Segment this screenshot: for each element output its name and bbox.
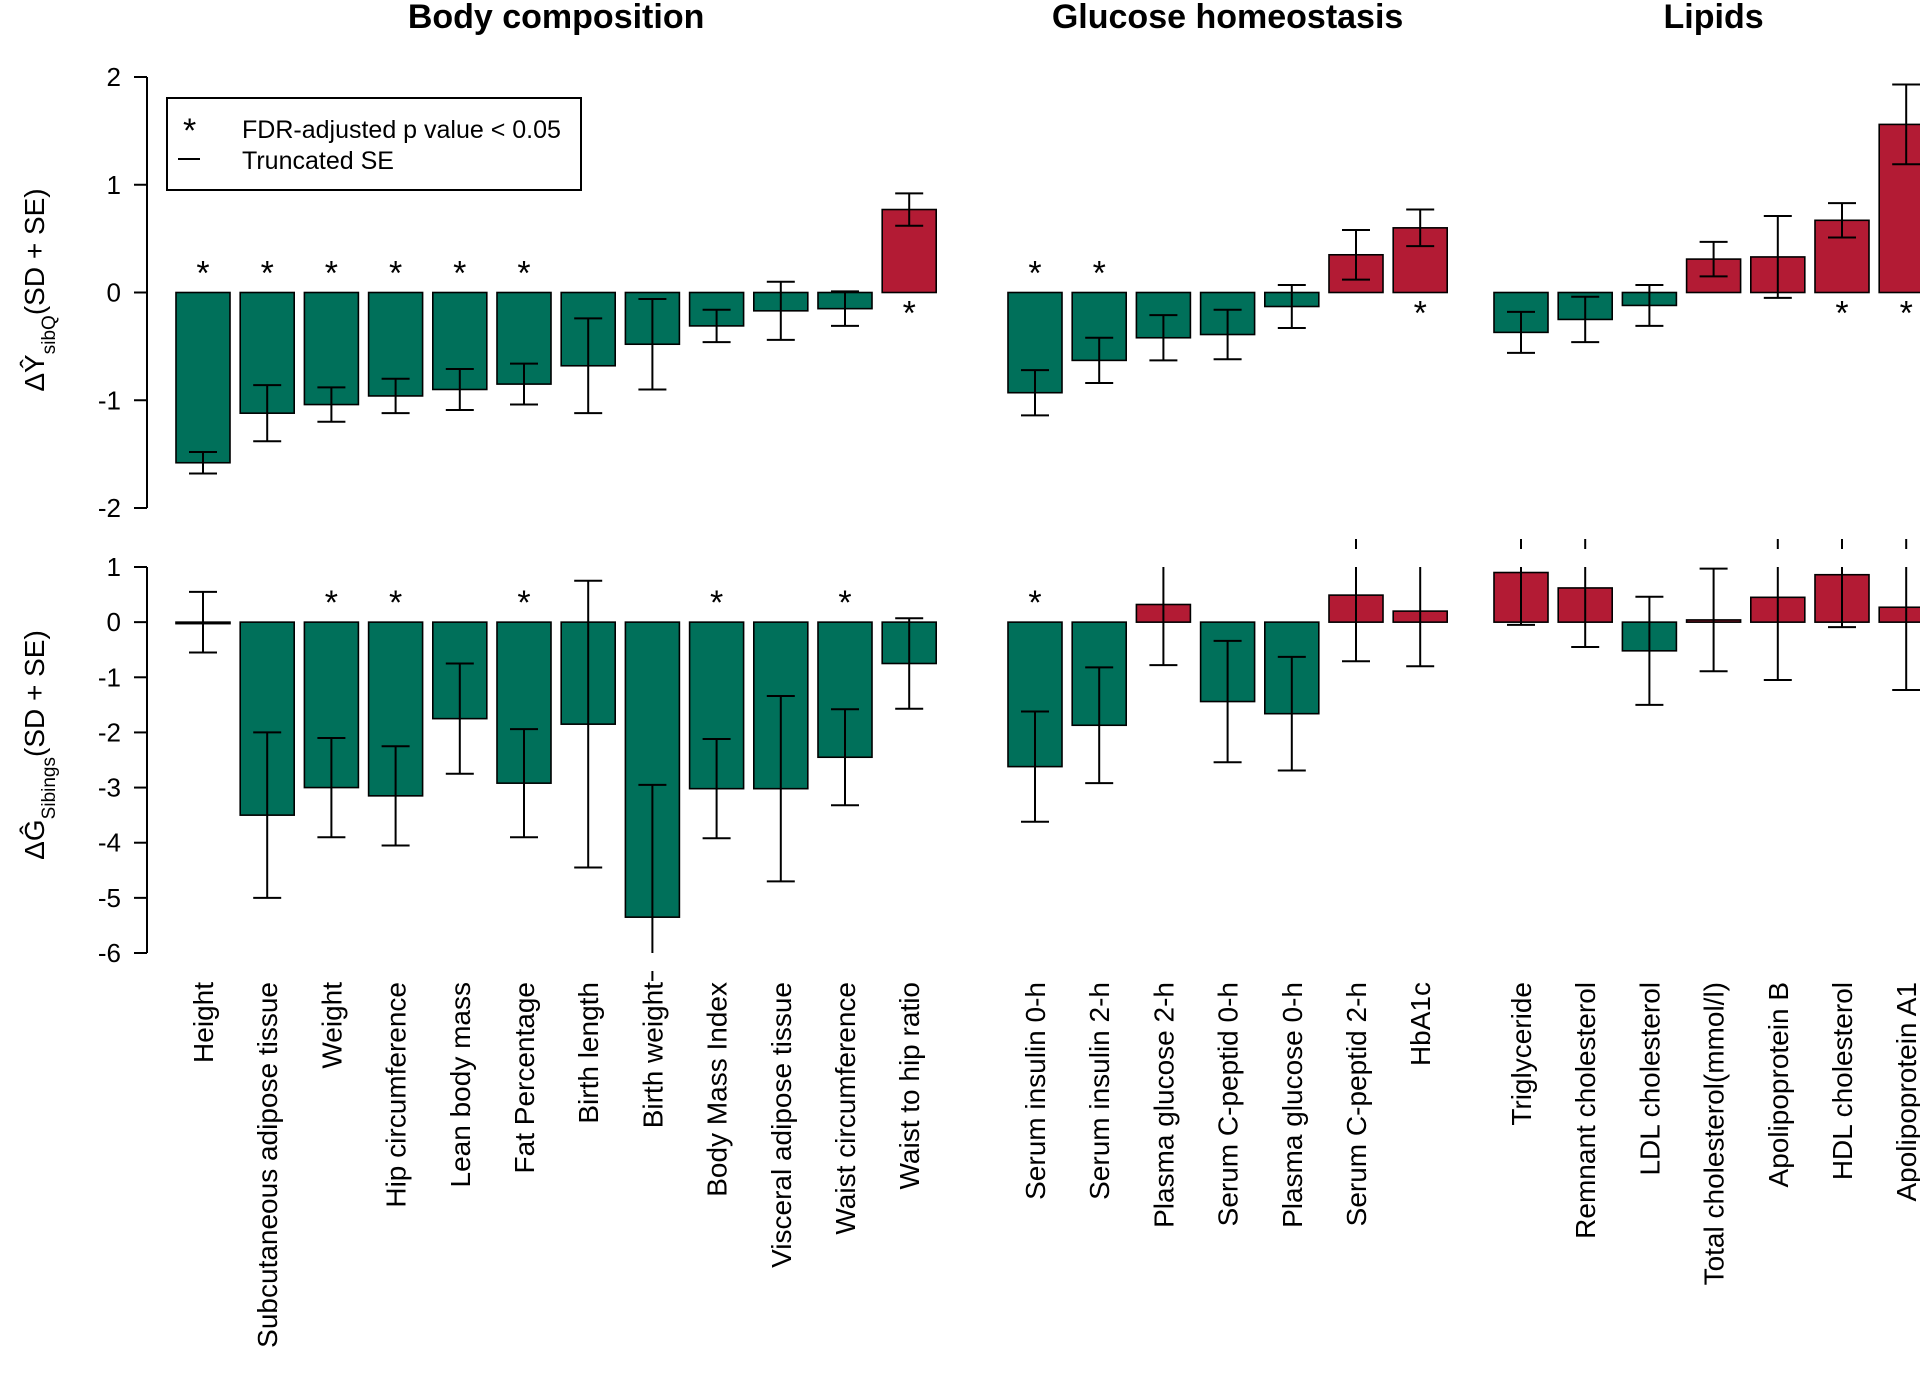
top-significance-star-2: * xyxy=(325,255,338,293)
category-label-9: Visceral adipose tissue xyxy=(766,982,797,1268)
category-label-8: Body Mass Index xyxy=(702,982,733,1197)
category-label-16: Plasma glucose 0-h xyxy=(1277,982,1308,1228)
category-label-11: Waist to hip ratio xyxy=(894,982,925,1189)
bottom-y-tick-label: -2 xyxy=(98,717,121,747)
top-y-tick-label: 1 xyxy=(107,170,121,200)
bottom-y-axis-label: ΔĜSibings(SD + SE) xyxy=(19,630,60,860)
bottom-significance-star-12: * xyxy=(1028,584,1041,622)
top-significance-star-0: * xyxy=(196,255,209,293)
category-label-19: Triglyceride xyxy=(1506,982,1537,1126)
bottom-y-tick-label: -1 xyxy=(98,662,121,692)
category-label-18: HbA1c xyxy=(1405,982,1436,1066)
bottom-y-tick-label: -5 xyxy=(98,883,121,913)
category-label-10: Waist circumference xyxy=(830,982,861,1235)
top-significance-star-13: * xyxy=(1093,255,1106,293)
legend-dash-label: Truncated SE xyxy=(242,147,394,175)
category-label-12: Serum insulin 0-h xyxy=(1020,982,1051,1200)
top-significance-star-25: * xyxy=(1900,295,1913,333)
bottom-y-tick-label: -4 xyxy=(98,828,121,858)
top-significance-star-18: * xyxy=(1414,295,1427,333)
category-labels: Height Subcutaneous adipose tissue Weight H… xyxy=(188,982,1920,1348)
category-label-2: Weight xyxy=(316,982,347,1069)
category-label-25: Apolipoprotein A1 xyxy=(1891,982,1920,1202)
legend-box xyxy=(166,97,582,191)
top-significance-star-3: * xyxy=(389,255,402,293)
category-label-21: LDL cholesterol xyxy=(1634,982,1665,1176)
category-label-14: Plasma glucose 2-h xyxy=(1148,982,1179,1228)
bottom-significance-star-8: * xyxy=(710,584,723,622)
top-y-tick-label: -1 xyxy=(98,385,121,415)
category-label-22: Total cholesterol(mmol/l) xyxy=(1699,982,1730,1285)
group-title-1: Glucose homeostasis xyxy=(1052,0,1403,36)
group-title-2: Lipids xyxy=(1664,0,1764,36)
category-label-5: Fat Percentage xyxy=(509,982,540,1173)
legend-star-icon: * xyxy=(183,112,196,150)
top-bar-0 xyxy=(175,291,231,464)
legend: * FDR-adjusted p value < 0.05 Truncated … xyxy=(166,97,582,191)
top-significance-star-12: * xyxy=(1028,255,1041,293)
top-bar-13 xyxy=(1071,291,1127,362)
top-significance-star-24: * xyxy=(1835,295,1848,333)
category-label-23: Apolipoprotein B xyxy=(1763,982,1794,1187)
category-label-0: Height xyxy=(188,982,219,1063)
top-significance-star-5: * xyxy=(517,255,530,293)
top-significance-star-4: * xyxy=(453,255,466,293)
top-significance-star-11: * xyxy=(903,295,916,333)
legend-star-label: FDR-adjusted p value < 0.05 xyxy=(242,116,561,144)
bottom-y-tick-label: -3 xyxy=(98,773,121,803)
category-label-7: Birth weight xyxy=(637,982,668,1129)
category-label-4: Lean body mass xyxy=(445,982,476,1187)
group-title-0: Body composition xyxy=(408,0,705,36)
bottom-significance-star-5: * xyxy=(517,584,530,622)
category-label-3: Hip circumference xyxy=(381,982,412,1208)
bottom-significance-star-10: * xyxy=(838,584,851,622)
category-label-17: Serum C-peptid 2-h xyxy=(1341,982,1372,1226)
category-label-13: Serum insulin 2-h xyxy=(1084,982,1115,1200)
category-label-15: Serum C-peptid 0-h xyxy=(1213,982,1244,1226)
top-y-tick-label: -2 xyxy=(98,493,121,523)
bottom-significance-star-3: * xyxy=(389,584,402,622)
top-y-axis-label: ΔŶsibQ(SD + SE) xyxy=(19,188,60,391)
top-y-tick-label: 0 xyxy=(107,278,121,308)
group-titles: Body composition Glucose homeostasis Lipid… xyxy=(408,0,1764,36)
category-label-1: Subcutaneous adipose tissue xyxy=(252,982,283,1348)
bottom-bar-25 xyxy=(1878,606,1920,623)
category-label-6: Birth length xyxy=(573,982,604,1124)
bottom-significance-star-2: * xyxy=(325,584,338,622)
top-y-tick-label: 2 xyxy=(107,62,121,92)
bottom-y-tick-label: 1 xyxy=(107,552,121,582)
top-panel: -2 -1 0 1 2 * * * * * * * * * * * * xyxy=(98,62,1920,523)
top-bar-25 xyxy=(1878,123,1920,294)
category-label-20: Remnant cholesterol xyxy=(1570,982,1601,1239)
category-label-24: HDL cholesterol xyxy=(1827,982,1858,1180)
bottom-panel: -6 -5 -4 -3 -2 -1 0 1 * * * * * * xyxy=(98,539,1920,981)
bottom-y-tick-label: 0 xyxy=(107,607,121,637)
bottom-y-tick-label: -6 xyxy=(98,938,121,968)
top-significance-star-1: * xyxy=(261,255,274,293)
